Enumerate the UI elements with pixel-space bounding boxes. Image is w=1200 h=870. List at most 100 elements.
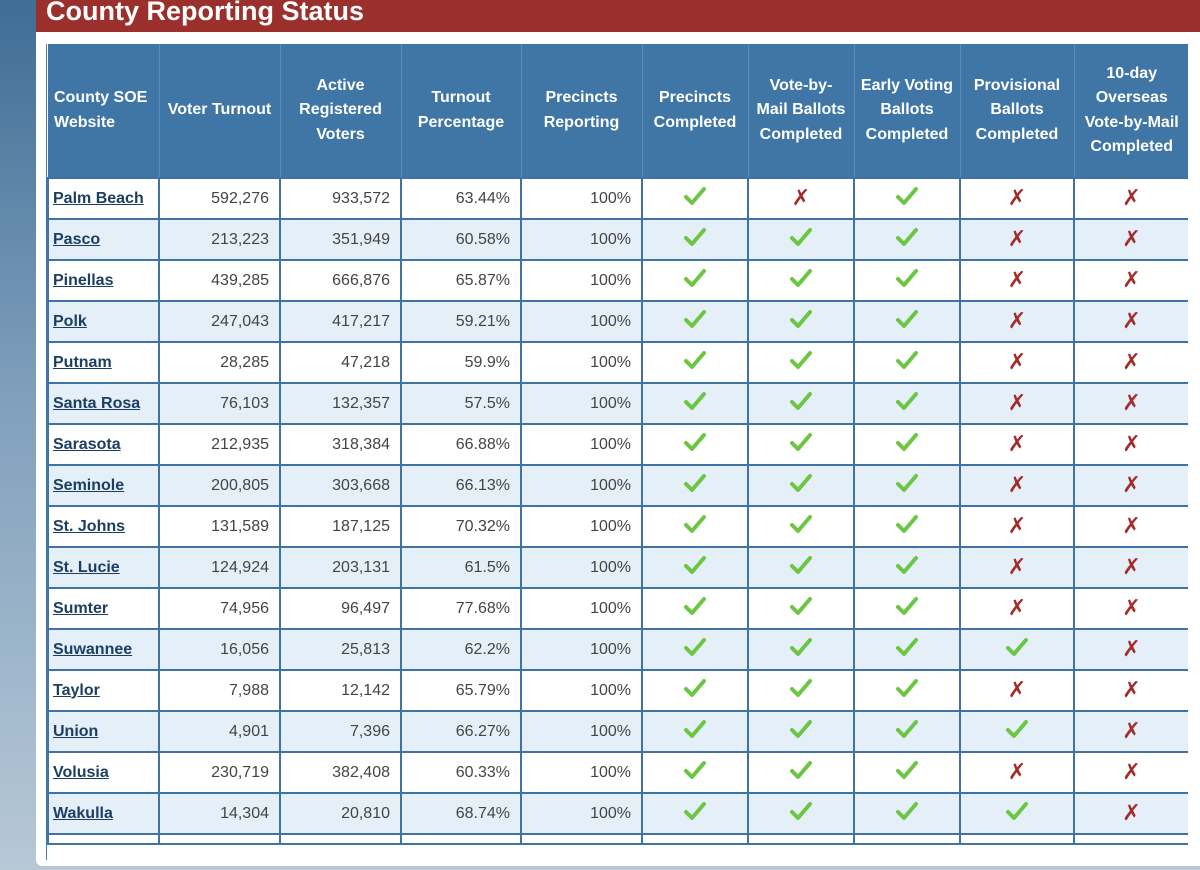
empty-cell	[641, 833, 749, 845]
cell-precincts-completed	[641, 669, 749, 712]
cell-voter-turnout: 230,719	[158, 751, 281, 794]
cell-provisional-completed: ✗	[959, 177, 1075, 220]
cell-precincts-completed	[641, 587, 749, 630]
cell-voter-turnout: 28,285	[158, 341, 281, 384]
county-reporting-table: County SOE Website Voter Turnout Active …	[47, 44, 1188, 845]
checkmark-icon	[790, 760, 812, 780]
county-link[interactable]: Seminole	[53, 476, 125, 494]
cell-active-registered: 7,396	[279, 710, 402, 753]
cell-county: St. Lucie	[47, 546, 160, 589]
empty-cell	[520, 833, 643, 845]
cell-turnout-percentage: 63.44%	[400, 177, 522, 220]
cell-turnout-percentage: 65.79%	[400, 669, 522, 712]
empty-cell	[853, 833, 961, 845]
county-link[interactable]: Union	[53, 722, 99, 740]
cross-icon: ✗	[1122, 759, 1141, 785]
cell-precincts-completed	[641, 177, 749, 220]
content-panel: County Reporting Status County SOE Websi…	[36, 0, 1200, 866]
county-link[interactable]: St. Lucie	[53, 558, 120, 576]
checkmark-icon	[1006, 637, 1028, 657]
cell-provisional-completed: ✗	[959, 464, 1075, 507]
county-link[interactable]: Pasco	[53, 230, 101, 248]
county-link[interactable]: Putnam	[53, 353, 112, 371]
table-row: St. Lucie 124,924 203,131 61.5% 100% ✗ ✗	[47, 546, 1188, 589]
checkmark-icon	[896, 391, 918, 411]
cell-early-voting-completed	[853, 792, 961, 835]
county-link[interactable]: Santa Rosa	[53, 394, 141, 412]
cell-precincts-reporting: 100%	[520, 792, 643, 835]
table-row: Wakulla 14,304 20,810 68.74% 100% ✗	[47, 792, 1188, 835]
cross-icon: ✗	[1007, 226, 1027, 252]
page-title: County Reporting Status	[36, 0, 1200, 32]
cell-vbm-completed	[747, 792, 855, 835]
cell-voter-turnout: 200,805	[158, 464, 281, 507]
cell-precincts-reporting: 100%	[520, 341, 643, 384]
cell-vbm-completed	[747, 669, 855, 712]
cell-provisional-completed: ✗	[959, 259, 1075, 302]
cell-turnout-percentage: 60.58%	[400, 218, 522, 261]
checkmark-icon	[790, 719, 812, 739]
cell-active-registered: 417,217	[279, 300, 402, 343]
county-link[interactable]: Polk	[53, 312, 87, 330]
checkmark-icon	[684, 309, 706, 329]
cell-provisional-completed	[959, 792, 1075, 835]
cell-precincts-reporting: 100%	[520, 505, 643, 548]
column-header-early-voting-completed: Early Voting Ballots Completed	[853, 44, 960, 178]
cell-early-voting-completed	[853, 628, 961, 671]
cross-icon: ✗	[1122, 185, 1141, 211]
county-link[interactable]: Suwannee	[53, 640, 133, 658]
cell-precincts-completed	[641, 710, 749, 753]
checkmark-icon	[790, 309, 812, 329]
county-link[interactable]: Palm Beach	[53, 189, 144, 207]
cross-icon: ✗	[1007, 267, 1027, 293]
cell-voter-turnout: 124,924	[158, 546, 281, 589]
checkmark-icon	[790, 678, 812, 698]
cell-precincts-completed	[641, 505, 749, 548]
column-header-turnout-percentage: Turnout Percentage	[400, 44, 521, 178]
table-body: Palm Beach 592,276 933,572 63.44% 100% ✗ ✗ ✗ Pas…	[47, 177, 1188, 845]
cell-precincts-reporting: 100%	[520, 300, 643, 343]
cell-precincts-reporting: 100%	[520, 259, 643, 302]
checkmark-icon	[684, 637, 706, 657]
cell-turnout-percentage: 66.27%	[400, 710, 522, 753]
cell-early-voting-completed	[853, 669, 961, 712]
cell-county: Pinellas	[47, 259, 160, 302]
county-link[interactable]: Wakulla	[53, 804, 113, 822]
table-row: Pasco 213,223 351,949 60.58% 100% ✗ ✗	[47, 218, 1188, 261]
checkmark-icon	[896, 350, 918, 370]
checkmark-icon	[790, 637, 812, 657]
cell-vbm-completed	[747, 218, 855, 261]
county-link[interactable]: St. Johns	[53, 517, 126, 535]
county-link[interactable]: Pinellas	[53, 271, 114, 289]
cell-precincts-reporting: 100%	[520, 464, 643, 507]
table-row: Taylor 7,988 12,142 65.79% 100% ✗ ✗	[47, 669, 1188, 712]
cross-icon: ✗	[1007, 472, 1027, 498]
cell-county: Suwannee	[47, 628, 160, 671]
county-link[interactable]: Sarasota	[53, 435, 121, 453]
cell-provisional-completed	[959, 710, 1075, 753]
cell-voter-turnout: 212,935	[158, 423, 281, 466]
cell-precincts-completed	[641, 546, 749, 589]
table-row: Union 4,901 7,396 66.27% 100% ✗	[47, 710, 1188, 753]
county-link[interactable]: Volusia	[53, 763, 109, 781]
county-link[interactable]: Sumter	[53, 599, 109, 617]
cell-early-voting-completed	[853, 464, 961, 507]
cross-icon: ✗	[1122, 431, 1141, 457]
cross-icon: ✗	[1007, 349, 1027, 375]
checkmark-icon	[684, 186, 706, 206]
column-header-precincts-completed: Precincts Completed	[641, 44, 748, 178]
column-header-county: County SOE Website	[48, 44, 159, 178]
cross-icon: ✗	[1122, 718, 1141, 744]
cell-overseas-completed: ✗	[1073, 710, 1188, 753]
cell-overseas-completed: ✗	[1073, 628, 1188, 671]
table-row: St. Johns 131,589 187,125 70.32% 100% ✗ ✗	[47, 505, 1188, 548]
cell-county: Taylor	[47, 669, 160, 712]
cell-provisional-completed: ✗	[959, 423, 1075, 466]
county-link[interactable]: Taylor	[53, 681, 100, 699]
cell-county: Santa Rosa	[47, 382, 160, 425]
empty-cell	[279, 833, 402, 845]
checkmark-icon	[896, 227, 918, 247]
cell-county: Seminole	[47, 464, 160, 507]
checkmark-icon	[684, 596, 706, 616]
cell-voter-turnout: 14,304	[158, 792, 281, 835]
